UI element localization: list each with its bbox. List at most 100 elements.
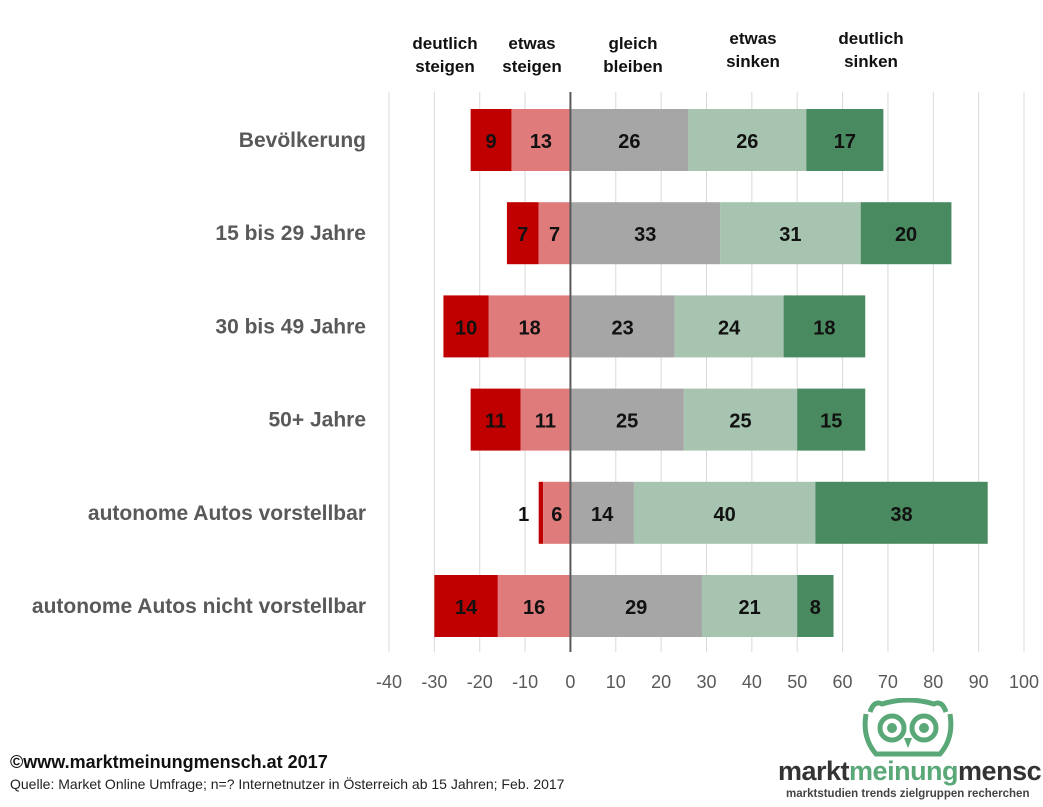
data-label: 6 (551, 504, 562, 526)
x-tick-label: 30 (696, 672, 716, 692)
column-header: gleich bleiben (578, 32, 688, 78)
bar-segment (860, 202, 952, 265)
data-label: 38 (890, 504, 912, 526)
copyright-text: ©www.marktmeinungmensch.at 2017 (10, 752, 328, 772)
data-label: 24 (718, 317, 741, 339)
category-label: autonome Autos vorstellbar (88, 502, 366, 525)
column-header-line: steigen (415, 57, 475, 76)
data-label: 40 (714, 504, 736, 526)
data-label: 23 (611, 317, 633, 339)
data-label: 26 (736, 131, 758, 153)
bar-segment (815, 481, 988, 544)
bar-segment (497, 575, 571, 637)
bar-segment (511, 109, 571, 171)
data-label: 13 (530, 131, 552, 153)
brand-name: marktmeinungmensch (778, 756, 1043, 786)
bar-segment (797, 388, 866, 451)
data-label: 20 (895, 224, 917, 246)
bar-segment (434, 575, 498, 637)
bar-segment (570, 575, 702, 637)
data-label: 33 (634, 224, 656, 246)
column-header-line: sinken (726, 52, 780, 71)
x-tick-label: 60 (833, 672, 853, 692)
data-label: 7 (549, 224, 560, 246)
column-header: deutlich sinken (816, 27, 926, 73)
bar-segment (538, 481, 544, 544)
data-label: 16 (523, 597, 545, 619)
bar-segment (633, 481, 816, 544)
bar-segment (570, 388, 684, 451)
data-label: 8 (810, 597, 821, 619)
column-header-line: etwas (729, 29, 777, 48)
bar-segment (570, 295, 675, 358)
source-text: Quelle: Market Online Umfrage; n=? Inter… (10, 776, 565, 792)
brand-logo: marktmeinungmensch marktstudien trends z… (778, 697, 1043, 803)
data-label: 15 (820, 411, 842, 433)
data-label: 7 (517, 224, 528, 246)
bar-segment (701, 575, 798, 637)
data-label: 11 (485, 411, 506, 433)
x-tick-label: 80 (923, 672, 943, 692)
column-header-line: gleich (608, 34, 658, 53)
bar-segment (570, 202, 721, 265)
bar-segment (470, 109, 512, 171)
bar-segment (520, 388, 571, 451)
bar-segment (570, 481, 634, 544)
bar-segment (470, 388, 521, 451)
x-tick-label: 0 (565, 672, 575, 692)
bar-segment (443, 295, 489, 358)
data-label: 29 (625, 597, 647, 619)
x-tick-label: -30 (421, 672, 447, 692)
diverging-bar-chart: -40 -30 -20 -10 0 10 20 30 40 50 60 70 80 90 100 Bevölk… (32, 92, 1039, 692)
owl-icon (862, 697, 954, 757)
x-tick-label: 10 (606, 672, 626, 692)
x-tick-label: -20 (467, 672, 493, 692)
column-header-line: deutlich (412, 34, 478, 53)
column-header: deutlich steigen (390, 32, 500, 78)
data-label: 25 (729, 411, 751, 433)
column-header-line: sinken (844, 52, 898, 71)
data-label: 11 (535, 411, 556, 433)
column-header-line: etwas (508, 34, 556, 53)
x-tick-label: 40 (742, 672, 762, 692)
bar-segment (506, 202, 539, 265)
data-label: 17 (834, 131, 856, 153)
x-tick-label: -40 (376, 672, 402, 692)
footer: ©www.marktmeinungmensch.at 2017 Quelle: … (10, 752, 564, 792)
category-label: 50+ Jahre (269, 409, 367, 432)
x-tick-label: 50 (787, 672, 807, 692)
data-label: 21 (738, 597, 760, 619)
column-header: etwas steigen (477, 32, 587, 78)
bar-segment (543, 481, 571, 544)
bar-segment (488, 295, 571, 358)
category-label: Bevölkerung (239, 129, 366, 152)
x-tick-label: 20 (651, 672, 671, 692)
data-label: 18 (518, 317, 540, 339)
data-label: 26 (618, 131, 640, 153)
bar-segment (720, 202, 861, 265)
bar-segment (783, 295, 866, 358)
bar-segment (674, 295, 784, 358)
category-label: autonome Autos nicht vorstellbar (32, 595, 366, 618)
data-label: 31 (779, 224, 801, 246)
brand-tagline: marktstudien trends zielgruppen recherch… (786, 788, 1030, 800)
x-tick-label: 70 (878, 672, 898, 692)
bar-segment (797, 575, 834, 637)
x-tick-label: 90 (969, 672, 989, 692)
data-label: 10 (455, 317, 477, 339)
x-tick-label: 100 (1009, 672, 1039, 692)
column-header-line: deutlich (838, 29, 904, 48)
data-label: 25 (616, 411, 638, 433)
category-label: 15 bis 29 Jahre (215, 222, 366, 245)
data-label: 14 (455, 597, 478, 619)
data-label: 14 (591, 504, 614, 526)
column-header: etwas sinken (698, 27, 808, 73)
bar-segment (683, 388, 798, 451)
data-label: 18 (813, 317, 835, 339)
bar-segment (688, 109, 807, 171)
x-tick-label: -10 (512, 672, 538, 692)
bar-segment (538, 202, 571, 265)
category-label: 30 bis 49 Jahre (215, 315, 366, 338)
data-label: 9 (485, 131, 496, 153)
bar-segment (570, 109, 689, 171)
